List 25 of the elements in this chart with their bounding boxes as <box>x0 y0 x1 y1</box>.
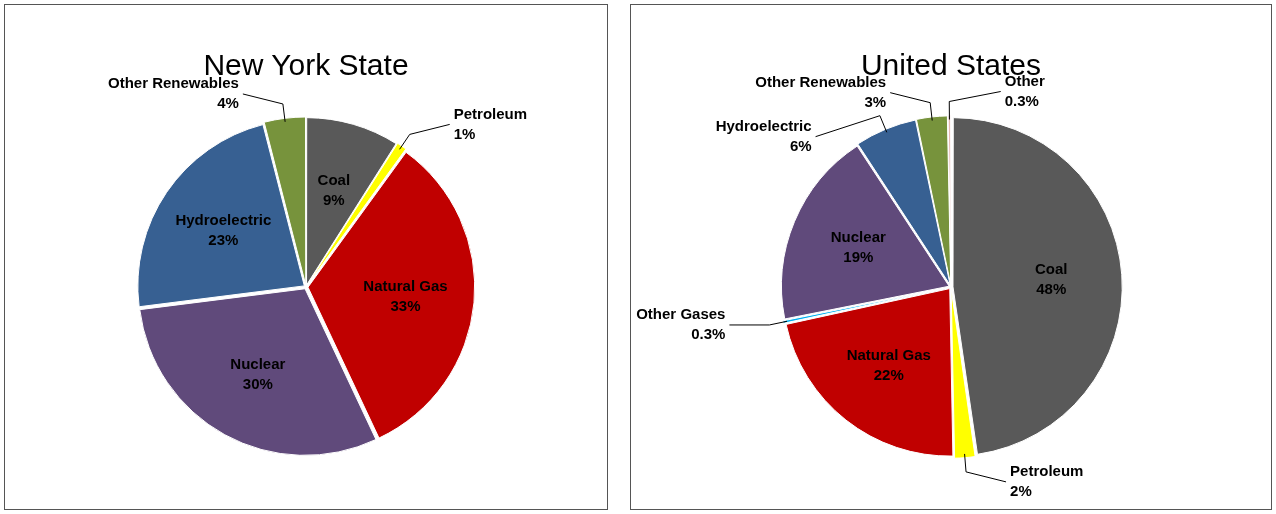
data-label: 22% <box>873 366 904 384</box>
data-label: 6% <box>789 136 812 154</box>
data-label: 30% <box>242 374 273 392</box>
slice-label: Hydroelectric <box>175 210 272 228</box>
slice-label: Other Gases <box>636 305 726 323</box>
slice-label: Petroleum <box>453 104 528 122</box>
slice-label: Natural Gas <box>846 346 931 364</box>
slice-label: Hydroelectric <box>715 116 812 134</box>
slice-label: Petroleum <box>1010 462 1084 480</box>
data-label: 0.3% <box>1004 91 1039 109</box>
data-label: 33% <box>390 296 421 314</box>
data-label: 48% <box>1036 279 1067 297</box>
data-label: 1% <box>453 124 476 142</box>
data-label: 3% <box>864 92 887 110</box>
data-label: 9% <box>323 191 345 209</box>
slice-label: Nuclear <box>230 354 286 372</box>
data-label: 2% <box>1010 482 1032 500</box>
data-label: 0.3% <box>691 325 726 343</box>
data-label: 23% <box>208 230 239 248</box>
data-label: 4% <box>217 94 239 112</box>
slice-label: Coal <box>1034 259 1068 277</box>
slice-label: Nuclear <box>830 228 886 246</box>
slice-label: Coal <box>317 171 351 189</box>
data-label: 19% <box>843 248 874 266</box>
slice-label: Natural Gas <box>363 276 448 294</box>
